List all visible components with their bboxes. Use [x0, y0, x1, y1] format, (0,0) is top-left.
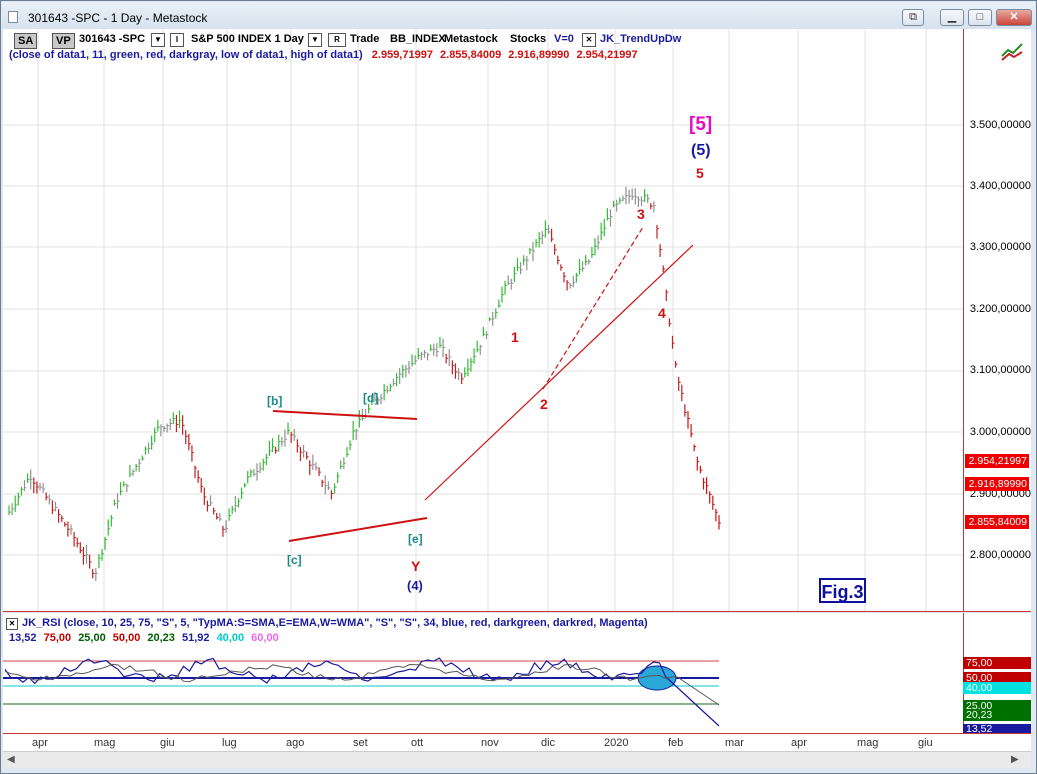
price-axis-label: 2.800,00000: [969, 549, 1031, 561]
rsi-tag-50: 50,00: [963, 672, 1031, 684]
param-value-4: 2.954,21997: [576, 49, 638, 61]
date-label: giu: [918, 737, 933, 749]
indicator-close-icon[interactable]: ✕: [582, 33, 596, 47]
trade-label: Trade: [350, 33, 380, 45]
wave-channel-trendline: [424, 244, 694, 501]
price-axis-label: 3.500,00000: [969, 119, 1031, 131]
price-axis-label: 3.200,00000: [969, 303, 1031, 315]
wave-2-3-dashed-line: [542, 226, 644, 390]
price-tag-close: 2.954,21997: [965, 454, 1029, 468]
wave-label-e: [e]: [408, 532, 423, 546]
triangle-upper-trendline: [272, 410, 418, 420]
wave-label-4-paren: (4): [407, 578, 423, 593]
date-label: mar: [725, 737, 744, 749]
date-axis: [3, 733, 1031, 752]
close-button[interactable]: ✕: [996, 9, 1032, 26]
rsi-close-icon[interactable]: ✕: [6, 618, 18, 630]
vp-button[interactable]: VP: [52, 33, 75, 49]
wave-label-5-bracket: [5]: [689, 114, 713, 135]
scroll-left-icon[interactable]: ◀: [7, 754, 15, 765]
price-axis-label: 3.300,00000: [969, 241, 1031, 253]
restore-icon-button[interactable]: ⧉: [902, 9, 924, 26]
param-value-2: 2.855,84009: [440, 49, 502, 61]
vendor-label: Metastock: [444, 33, 498, 45]
price-axis: [963, 29, 1031, 611]
title-bar: 301643 -SPC - 1 Day - Metastock ⧉ ▁ □ ✕: [2, 2, 1035, 30]
sa-button[interactable]: SA: [14, 33, 38, 49]
instrument-label: S&P 500 INDEX 1 Day: [191, 33, 304, 45]
date-label: mag: [94, 737, 116, 749]
timeframe-dropdown-icon[interactable]: ▼: [308, 33, 322, 47]
date-label: dic: [541, 737, 556, 749]
rsi-value: 20,23: [147, 632, 175, 644]
date-label: mag: [857, 737, 879, 749]
wave-label-4: 4: [658, 305, 666, 321]
rsi-tag-13: 13,52: [963, 724, 1031, 734]
price-tag-low: 2.855,84009: [965, 515, 1029, 529]
wave-label-b: [b]: [267, 394, 283, 408]
date-label: feb: [668, 737, 684, 749]
date-label: set: [353, 737, 368, 749]
formula-text: (close of data1, 11, green, red, darkgra…: [9, 49, 363, 61]
price-axis-label: 3.400,00000: [969, 180, 1031, 192]
wave-label-c: [c]: [287, 553, 302, 567]
price-axis-label: 3.100,00000: [969, 364, 1031, 376]
param-value-3: 2.916,89990: [508, 49, 570, 61]
chart-window-icon: [8, 11, 18, 23]
rsi-value: 50,00: [112, 632, 141, 644]
date-label: apr: [32, 737, 48, 749]
rsi-formula: JK_RSI (close, 10, 25, 75, "S", 5, "TypM…: [22, 617, 648, 629]
pane-divider[interactable]: [3, 611, 1031, 612]
rsi-value: 60,00: [251, 632, 279, 644]
wave-label-5-paren: (5): [691, 142, 711, 159]
i-button[interactable]: I: [170, 33, 184, 47]
v-label: V=0: [554, 33, 574, 45]
wave-label-d: [d]: [363, 391, 379, 405]
trend-updown-icon[interactable]: [1000, 40, 1026, 62]
param-value-1: 2.959,71997: [371, 49, 433, 61]
price-axis-label: 3.000,00000: [969, 426, 1031, 438]
triangle-lower-trendline: [288, 517, 428, 542]
wave-label-3: 3: [637, 206, 645, 222]
date-label: ago: [286, 737, 305, 749]
rsi-tag-20: 20,23: [963, 709, 1031, 721]
rsi-value: 51,92: [181, 632, 210, 644]
rsi-pane[interactable]: [3, 613, 963, 733]
index-label: BB_INDEX: [390, 33, 446, 45]
wave-label-2: 2: [540, 396, 548, 412]
date-label: apr: [791, 737, 807, 749]
indicator-params: (close of data1, 11, green, red, darkgra…: [9, 49, 638, 61]
horizontal-scrollbar[interactable]: ▶ ◀: [3, 751, 1031, 768]
wave-label-y: Y: [411, 558, 421, 574]
date-label: giu: [160, 737, 175, 749]
rsi-chart-svg: [3, 657, 720, 727]
date-label: ott: [411, 737, 424, 749]
rsi-value: 25,00: [78, 632, 106, 644]
window-title: 301643 -SPC - 1 Day - Metastock: [28, 11, 208, 25]
rsi-indicator-title: ✕ JK_RSI (close, 10, 25, 75, "S", 5, "Typ…: [6, 617, 648, 630]
date-label: nov: [481, 737, 499, 749]
date-label: lug: [222, 737, 237, 749]
minimize-button[interactable]: ▁: [940, 9, 964, 26]
price-axis-label: 2.900,00000: [969, 488, 1031, 500]
rsi-tag-40: 40,00: [963, 682, 1031, 694]
wave-label-5: 5: [696, 165, 704, 181]
rsi-value: 75,00: [43, 632, 72, 644]
symbol-dropdown-icon[interactable]: ▼: [151, 33, 165, 47]
wave-label-1: 1: [511, 329, 519, 345]
symbol-label: 301643 -SPC: [79, 33, 146, 45]
kind-label: Stocks: [510, 33, 547, 45]
r-button[interactable]: R: [328, 33, 346, 47]
rsi-values: 13,52 75,00 25,00 50,00 20,23 51,92 40,0…: [9, 632, 279, 644]
scroll-right-icon[interactable]: ▶: [1011, 754, 1019, 765]
price-tag-high: 2.916,89990: [965, 477, 1029, 491]
indicator-name: JK_TrendUpDw: [600, 33, 682, 45]
rsi-tag-75: 75,00: [963, 657, 1031, 669]
date-label: 2020: [604, 737, 629, 749]
rsi-value: 40,00: [216, 632, 245, 644]
price-chart-svg: [3, 29, 963, 611]
maximize-button[interactable]: □: [968, 9, 992, 26]
rsi-value: 13,52: [9, 632, 37, 644]
figure-label: Fig.3: [819, 578, 866, 603]
